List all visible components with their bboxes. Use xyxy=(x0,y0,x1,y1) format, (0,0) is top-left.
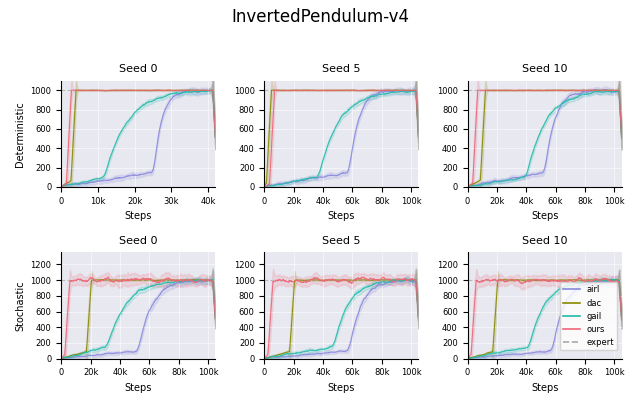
Legend: airl, dac, gail, ours, expert: airl, dac, gail, ours, expert xyxy=(560,282,618,350)
Title: Seed 10: Seed 10 xyxy=(522,236,567,246)
Text: InvertedPendulum-v4: InvertedPendulum-v4 xyxy=(231,8,409,26)
Title: Seed 10: Seed 10 xyxy=(522,64,567,74)
X-axis label: Steps: Steps xyxy=(328,211,355,221)
X-axis label: Steps: Steps xyxy=(125,383,152,393)
X-axis label: Steps: Steps xyxy=(328,383,355,393)
Title: Seed 5: Seed 5 xyxy=(322,64,361,74)
Y-axis label: Stochastic: Stochastic xyxy=(15,280,25,331)
Title: Seed 5: Seed 5 xyxy=(322,236,361,246)
X-axis label: Steps: Steps xyxy=(531,211,558,221)
Title: Seed 0: Seed 0 xyxy=(119,236,157,246)
X-axis label: Steps: Steps xyxy=(125,211,152,221)
Y-axis label: Deterministic: Deterministic xyxy=(15,101,25,166)
X-axis label: Steps: Steps xyxy=(531,383,558,393)
Title: Seed 0: Seed 0 xyxy=(119,64,157,74)
